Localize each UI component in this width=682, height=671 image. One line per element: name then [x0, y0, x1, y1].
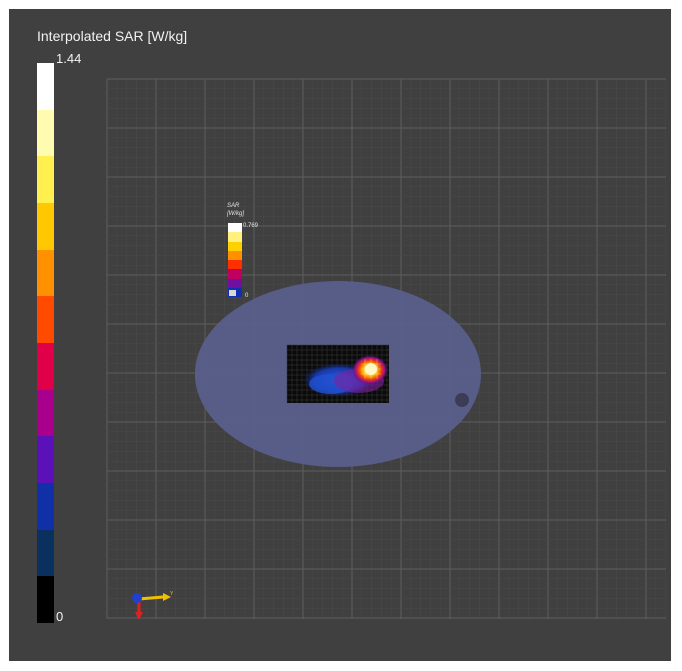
- 3d-viewport[interactable]: Interpolated SAR [W/kg] 1.44 0 SAR [W/kg…: [9, 9, 671, 661]
- mini-colorbar-segment: [228, 223, 242, 233]
- colorbar-segment: [37, 63, 54, 110]
- colorbar: [37, 63, 54, 623]
- y-axis-label: Y: [170, 591, 174, 597]
- mini-colorbar-title-line1: SAR: [227, 203, 240, 209]
- phantom-marker: [455, 393, 469, 407]
- mini-colorbar-title: SAR [W/kg]: [227, 202, 244, 218]
- mini-colorbar-segment: [228, 278, 242, 288]
- colorbar-segment: [37, 342, 54, 390]
- y-axis-arrow: [138, 595, 164, 601]
- mini-colorbar-max-label: 0.769: [243, 223, 259, 229]
- mini-colorbar-segment: [228, 241, 242, 251]
- mini-colorbar: [228, 223, 242, 297]
- colorbar-segment: [37, 109, 54, 157]
- y-axis-arrowhead-icon: [163, 593, 171, 601]
- x-axis-arrowhead-icon: [135, 612, 143, 620]
- mini-colorbar-segment: [228, 232, 242, 242]
- mini-colorbar-title-line2: [W/kg]: [227, 211, 245, 217]
- mini-colorbar-segment: [228, 269, 242, 279]
- colorbar-segment: [37, 436, 54, 483]
- colorbar-segment: [37, 249, 54, 297]
- colorbar-min-label: 0: [56, 609, 64, 624]
- scene[interactable]: [9, 9, 671, 661]
- colorbar-segment: [37, 482, 54, 530]
- colorbar-segment: [37, 529, 54, 577]
- axis-triad[interactable]: Y: [127, 579, 175, 621]
- mini-colorbar-toggle-icon[interactable]: [229, 290, 236, 296]
- colorbar-segment: [37, 576, 54, 623]
- colorbar-segment: [37, 202, 54, 250]
- colorbar-segment: [37, 389, 54, 437]
- colorbar-segment: [37, 156, 54, 203]
- mini-colorbar-min-label: 0: [245, 293, 249, 299]
- colorbar-segment: [37, 296, 54, 343]
- colorbar-title: Interpolated SAR [W/kg]: [37, 28, 188, 44]
- sar-map[interactable]: [286, 344, 389, 403]
- colorbar-max-label: 1.44: [56, 51, 82, 66]
- z-axis-sphere-icon: [132, 593, 142, 603]
- mini-colorbar-segment: [228, 250, 242, 260]
- mini-colorbar-segment: [228, 260, 242, 270]
